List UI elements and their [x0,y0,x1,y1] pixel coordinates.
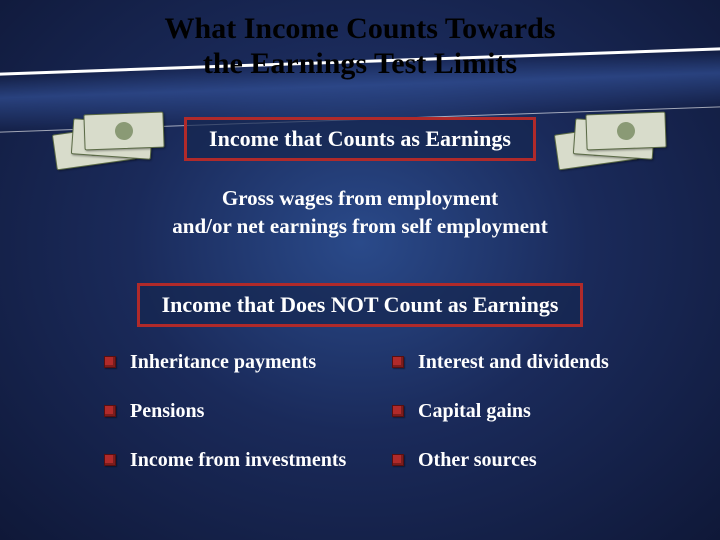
not-counts-heading-box: Income that Does NOT Count as Earnings [137,283,584,327]
list-item: Capital gains [392,400,660,423]
money-icon-right [556,111,666,166]
bullet-icon [104,454,116,466]
counts-heading: Income that Counts as Earnings [209,126,511,151]
bullet-text: Capital gains [418,400,531,423]
bullet-icon [104,405,116,417]
not-counts-bullets: Inheritance payments Interest and divide… [0,327,720,472]
counts-body-line-2: and/or net earnings from self employment [172,214,547,238]
bullet-text: Inheritance payments [130,351,316,374]
not-counts-heading-wrap: Income that Does NOT Count as Earnings [0,283,720,327]
list-item: Interest and dividends [392,351,660,374]
list-item: Pensions [104,400,372,423]
counts-body-line-1: Gross wages from employment [222,186,498,210]
title-line-1: What Income Counts Towards [165,12,556,45]
list-item: Inheritance payments [104,351,372,374]
counts-body: Gross wages from employment and/or net e… [0,184,720,241]
bullet-text: Other sources [418,449,537,472]
counts-section-row: Income that Counts as Earnings [0,111,720,166]
bullet-icon [392,454,404,466]
title-line-2: the Earnings Test Limits [203,47,517,80]
slide-title: What Income Counts Towards the Earnings … [0,0,720,81]
bullet-icon [104,356,116,368]
bullet-icon [392,356,404,368]
bullet-icon [392,405,404,417]
bullet-text: Interest and dividends [418,351,609,374]
list-item: Income from investments [104,449,372,472]
counts-heading-box: Income that Counts as Earnings [184,117,536,161]
money-icon-left [54,111,164,166]
bullet-text: Income from investments [130,449,346,472]
list-item: Other sources [392,449,660,472]
not-counts-heading: Income that Does NOT Count as Earnings [162,292,559,317]
bullet-text: Pensions [130,400,204,423]
slide-content: Income that Counts as Earnings Gross wag… [0,81,720,472]
